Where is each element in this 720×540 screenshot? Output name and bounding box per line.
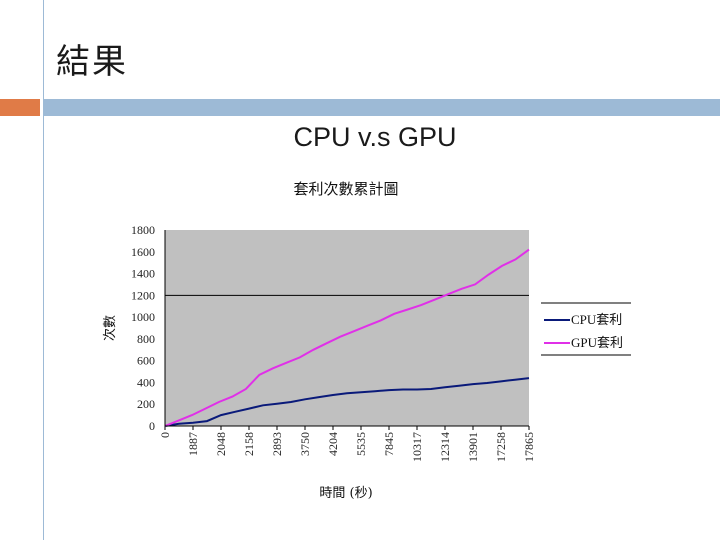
y-tick-label: 1400 bbox=[131, 267, 155, 281]
legend: CPU套利 GPU套利 bbox=[541, 302, 631, 356]
x-tick-label: 2893 bbox=[270, 432, 284, 456]
y-tick-label: 1600 bbox=[131, 245, 155, 259]
legend-label-cpu: CPU套利 bbox=[571, 312, 622, 327]
y-tick-label: 1800 bbox=[131, 223, 155, 237]
series-line-gpu bbox=[164, 248, 530, 427]
x-tick-label: 13901 bbox=[466, 432, 480, 462]
x-tick-label: 7845 bbox=[382, 432, 396, 456]
x-tick-label: 2048 bbox=[214, 432, 228, 456]
y-tick-label: 600 bbox=[137, 354, 155, 368]
x-tick-label: 17258 bbox=[494, 432, 508, 462]
accent-orange-block bbox=[0, 99, 40, 116]
accent-blue-bar bbox=[43, 99, 720, 116]
x-axis-label: 時間 (秒) bbox=[319, 486, 372, 501]
y-tick-label: 400 bbox=[137, 375, 155, 389]
x-tick-label: 10317 bbox=[410, 432, 424, 462]
x-tick-label: 4204 bbox=[326, 432, 340, 456]
plot-area bbox=[165, 230, 529, 426]
chart-title: 套利次數累計圖 bbox=[293, 180, 398, 198]
slide-title: 結果 bbox=[56, 42, 128, 82]
y-axis-label: 次數 bbox=[102, 315, 118, 341]
slide-subtitle: CPU v.s GPU bbox=[293, 122, 457, 152]
y-tick-label: 800 bbox=[137, 332, 155, 346]
legend-label-gpu: GPU套利 bbox=[571, 335, 623, 350]
x-tick-label: 3750 bbox=[298, 432, 312, 456]
series-line-cpu bbox=[164, 377, 530, 427]
x-tick-label: 17865 bbox=[522, 432, 536, 462]
accent-vertical-line bbox=[43, 0, 44, 540]
x-tick-label: 0 bbox=[158, 432, 172, 438]
x-tick-label: 5535 bbox=[354, 432, 368, 456]
y-tick-label: 1200 bbox=[131, 288, 155, 302]
x-tick-label: 2158 bbox=[242, 432, 256, 456]
y-tick-label: 1000 bbox=[131, 310, 155, 324]
x-tick-label: 12314 bbox=[438, 432, 452, 462]
y-tick-label: 0 bbox=[149, 419, 155, 433]
y-tick-label: 200 bbox=[137, 397, 155, 411]
x-tick-label: 1887 bbox=[186, 432, 200, 456]
